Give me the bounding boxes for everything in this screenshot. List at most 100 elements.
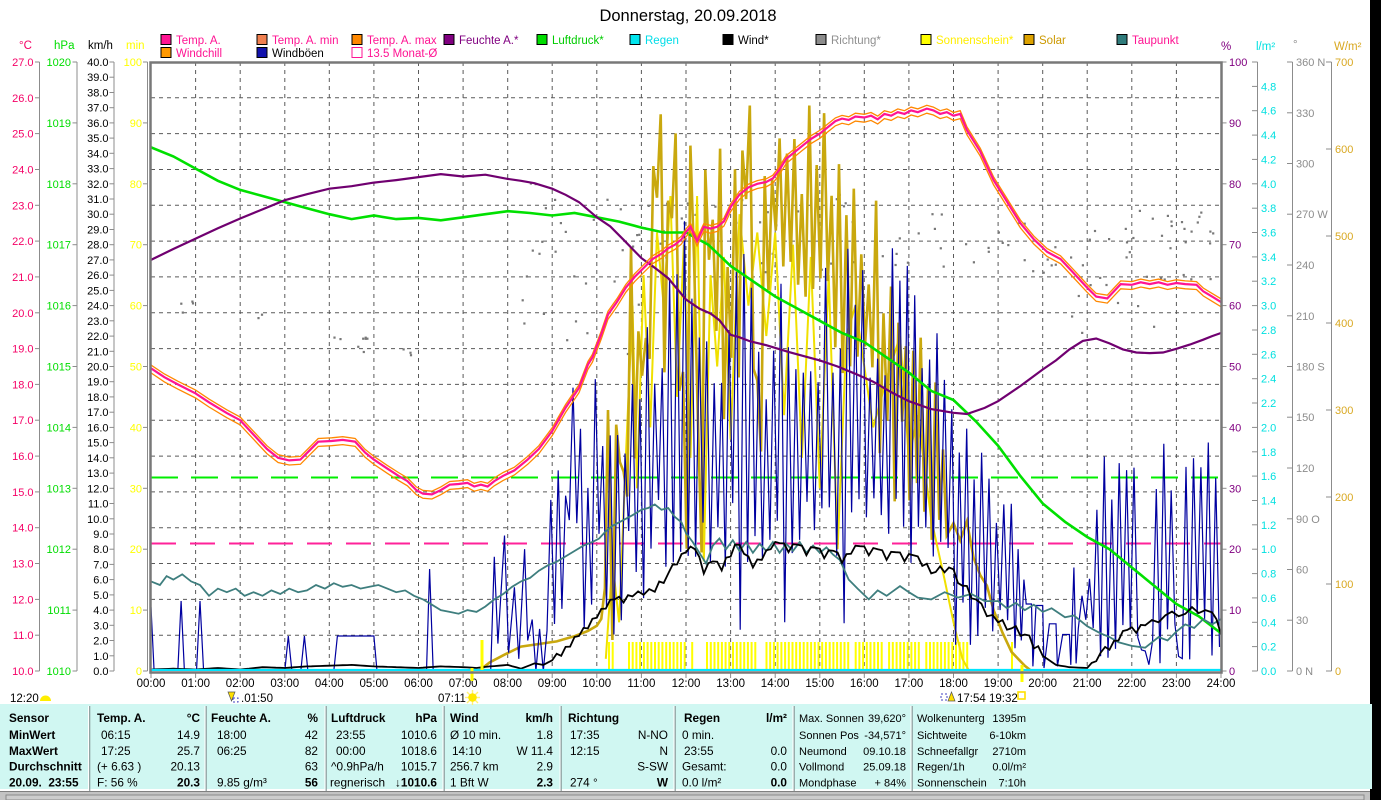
- svg-text:13.0: 13.0: [12, 559, 33, 571]
- svg-text:25.0: 25.0: [12, 129, 33, 141]
- svg-text:30: 30: [1229, 483, 1241, 495]
- svg-text:4.0: 4.0: [1261, 179, 1276, 191]
- svg-text:33.0: 33.0: [87, 164, 108, 176]
- svg-text:20: 20: [1229, 544, 1241, 556]
- svg-text:40: 40: [130, 422, 142, 434]
- svg-text:63: 63: [305, 760, 319, 774]
- svg-text:400: 400: [1335, 318, 1353, 330]
- svg-text:1.0: 1.0: [93, 651, 108, 663]
- svg-text:Luftdruck: Luftdruck: [331, 711, 386, 725]
- svg-text:1018: 1018: [47, 179, 71, 191]
- svg-text:20.0: 20.0: [12, 308, 33, 320]
- svg-text:1013: 1013: [47, 483, 71, 495]
- svg-text:20.3: 20.3: [177, 776, 200, 790]
- svg-text:08:00: 08:00: [493, 678, 522, 690]
- svg-text:34.0: 34.0: [87, 148, 108, 160]
- svg-text:°C: °C: [19, 40, 32, 52]
- svg-text:60: 60: [1229, 301, 1241, 313]
- svg-text:0: 0: [136, 666, 142, 678]
- svg-text:1.0: 1.0: [1261, 544, 1276, 556]
- svg-text:24.0: 24.0: [87, 301, 108, 313]
- svg-text:06:00: 06:00: [404, 678, 433, 690]
- svg-text:00:00: 00:00: [336, 744, 366, 758]
- svg-text:0.0 l/m²: 0.0 l/m²: [682, 776, 721, 790]
- svg-text:2.9: 2.9: [537, 760, 553, 774]
- svg-text:23:55: 23:55: [336, 728, 366, 742]
- svg-text:50: 50: [130, 362, 142, 374]
- svg-text:30: 30: [1296, 615, 1308, 627]
- svg-text:%: %: [308, 711, 319, 725]
- svg-text:12:15: 12:15: [570, 744, 600, 758]
- svg-text:05:00: 05:00: [360, 678, 389, 690]
- svg-text:W/m²: W/m²: [1334, 41, 1362, 53]
- svg-text:MaxWert: MaxWert: [9, 744, 58, 758]
- svg-text:3.2: 3.2: [1261, 276, 1276, 288]
- svg-text:8.0: 8.0: [93, 544, 108, 556]
- svg-text:2.0: 2.0: [1261, 422, 1276, 434]
- svg-text:11.0: 11.0: [13, 630, 34, 642]
- svg-text:26.0: 26.0: [12, 93, 33, 105]
- svg-text:27.0: 27.0: [12, 57, 33, 69]
- svg-text:3.6: 3.6: [1261, 228, 1276, 240]
- svg-text:Ø 10 min.: Ø 10 min.: [450, 728, 501, 742]
- svg-text:35.0: 35.0: [87, 133, 108, 145]
- svg-text:W: W: [657, 776, 669, 790]
- svg-text:15.0: 15.0: [87, 438, 108, 450]
- svg-text:Schneefallgr: Schneefallgr: [917, 746, 978, 758]
- svg-text:70: 70: [1229, 240, 1241, 252]
- svg-text:9.0: 9.0: [93, 529, 108, 541]
- svg-text:Durchschnitt: Durchschnitt: [9, 760, 82, 774]
- svg-text:0.0: 0.0: [771, 744, 788, 758]
- svg-text:17:00: 17:00: [895, 678, 924, 690]
- svg-text:5.0: 5.0: [93, 590, 108, 602]
- svg-text:Solar: Solar: [1039, 35, 1066, 47]
- svg-text:9.85 g/m³: 9.85 g/m³: [217, 776, 267, 790]
- svg-text:10: 10: [130, 605, 142, 617]
- svg-text:60: 60: [130, 301, 142, 313]
- svg-text:°: °: [1293, 39, 1298, 51]
- svg-text:4.8: 4.8: [1261, 81, 1276, 93]
- svg-text:300: 300: [1335, 405, 1353, 417]
- svg-text:1020: 1020: [47, 57, 71, 69]
- svg-text:l/m²: l/m²: [766, 711, 787, 725]
- svg-text:Temp. A.: Temp. A.: [176, 35, 221, 47]
- svg-text:1010: 1010: [47, 666, 71, 678]
- svg-text:hPa: hPa: [415, 711, 437, 725]
- svg-text:Regen/1h: Regen/1h: [917, 762, 965, 774]
- svg-text:21.0: 21.0: [87, 346, 108, 358]
- svg-text:25.09.18: 25.09.18: [863, 762, 906, 774]
- svg-text:Donnerstag, 20.09.2018: Donnerstag, 20.09.2018: [599, 7, 776, 25]
- svg-text:03:00: 03:00: [270, 678, 299, 690]
- svg-text:200: 200: [1335, 492, 1353, 504]
- svg-text:19.0: 19.0: [87, 377, 108, 389]
- svg-text:01:00: 01:00: [181, 678, 210, 690]
- svg-text:Sichtweite: Sichtweite: [917, 730, 967, 742]
- svg-text:6-10km: 6-10km: [989, 730, 1026, 742]
- svg-text:30: 30: [130, 483, 142, 495]
- svg-text:Richtung: Richtung: [568, 711, 619, 725]
- svg-text:4.4: 4.4: [1261, 130, 1276, 142]
- svg-text:Sensor: Sensor: [9, 711, 49, 725]
- svg-text:07:00: 07:00: [449, 678, 478, 690]
- svg-text:1.4: 1.4: [1261, 496, 1276, 508]
- svg-text:1.8: 1.8: [1261, 447, 1276, 459]
- svg-text:06:25: 06:25: [217, 744, 247, 758]
- svg-text:18.0: 18.0: [12, 379, 33, 391]
- svg-text:2.0: 2.0: [93, 636, 108, 648]
- svg-text:1015.7: 1015.7: [401, 760, 437, 774]
- svg-text:0.8: 0.8: [1261, 569, 1276, 581]
- svg-text:2710m: 2710m: [992, 746, 1026, 758]
- svg-text:0.0: 0.0: [771, 776, 788, 790]
- svg-text:100: 100: [1335, 579, 1353, 591]
- svg-text:28.0: 28.0: [87, 240, 108, 252]
- svg-text:(+ 6.63 ): (+ 6.63 ): [97, 760, 141, 774]
- svg-text:39,620°: 39,620°: [868, 713, 906, 725]
- svg-text:24.0: 24.0: [12, 165, 33, 177]
- svg-text:16:00: 16:00: [850, 678, 879, 690]
- svg-text:1.2: 1.2: [1261, 520, 1276, 532]
- svg-text:21.0: 21.0: [12, 272, 33, 284]
- svg-text:1018.6: 1018.6: [401, 744, 438, 758]
- svg-text:1016: 1016: [47, 301, 71, 313]
- svg-text:20.09. 23:55: 20.09. 23:55: [9, 776, 79, 790]
- svg-text:regnerisch: regnerisch: [330, 776, 385, 790]
